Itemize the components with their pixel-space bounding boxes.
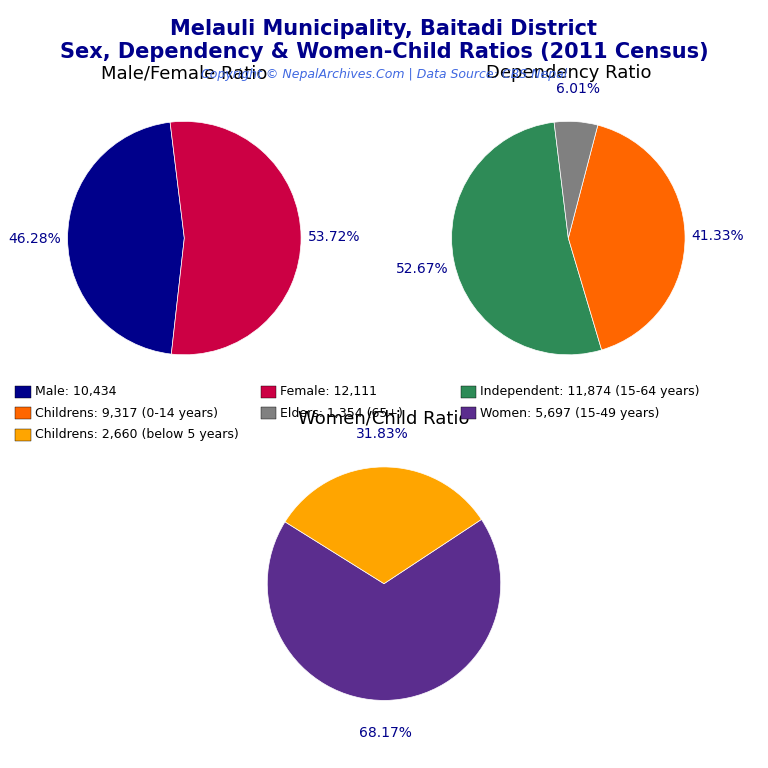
Title: Male/Female Ratio: Male/Female Ratio bbox=[101, 65, 267, 82]
Text: Sex, Dependency & Women-Child Ratios (2011 Census): Sex, Dependency & Women-Child Ratios (20… bbox=[60, 42, 708, 62]
Title: Women/Child Ratio: Women/Child Ratio bbox=[298, 410, 470, 428]
Text: 6.01%: 6.01% bbox=[556, 82, 601, 96]
Text: Elders: 1,354 (65+): Elders: 1,354 (65+) bbox=[280, 407, 403, 419]
Text: 68.17%: 68.17% bbox=[359, 726, 412, 740]
Wedge shape bbox=[68, 122, 184, 354]
Wedge shape bbox=[568, 125, 685, 350]
Wedge shape bbox=[170, 121, 301, 355]
Text: Copyright © NepalArchives.Com | Data Source: CBS Nepal: Copyright © NepalArchives.Com | Data Sou… bbox=[201, 68, 567, 81]
Wedge shape bbox=[554, 121, 598, 238]
Text: Melauli Municipality, Baitadi District: Melauli Municipality, Baitadi District bbox=[170, 19, 598, 39]
Text: 52.67%: 52.67% bbox=[396, 262, 449, 276]
Text: Male: 10,434: Male: 10,434 bbox=[35, 386, 116, 398]
Text: Independent: 11,874 (15-64 years): Independent: 11,874 (15-64 years) bbox=[480, 386, 700, 398]
Text: 46.28%: 46.28% bbox=[8, 232, 61, 246]
Title: Dependency Ratio: Dependency Ratio bbox=[485, 65, 651, 82]
Text: Women: 5,697 (15-49 years): Women: 5,697 (15-49 years) bbox=[480, 407, 660, 419]
Wedge shape bbox=[285, 467, 482, 584]
Text: 31.83%: 31.83% bbox=[356, 427, 409, 442]
Wedge shape bbox=[267, 519, 501, 700]
Text: 53.72%: 53.72% bbox=[307, 230, 360, 244]
Text: Female: 12,111: Female: 12,111 bbox=[280, 386, 377, 398]
Text: Childrens: 2,660 (below 5 years): Childrens: 2,660 (below 5 years) bbox=[35, 429, 238, 441]
Text: Childrens: 9,317 (0-14 years): Childrens: 9,317 (0-14 years) bbox=[35, 407, 217, 419]
Text: 41.33%: 41.33% bbox=[691, 229, 744, 243]
Wedge shape bbox=[452, 122, 601, 355]
